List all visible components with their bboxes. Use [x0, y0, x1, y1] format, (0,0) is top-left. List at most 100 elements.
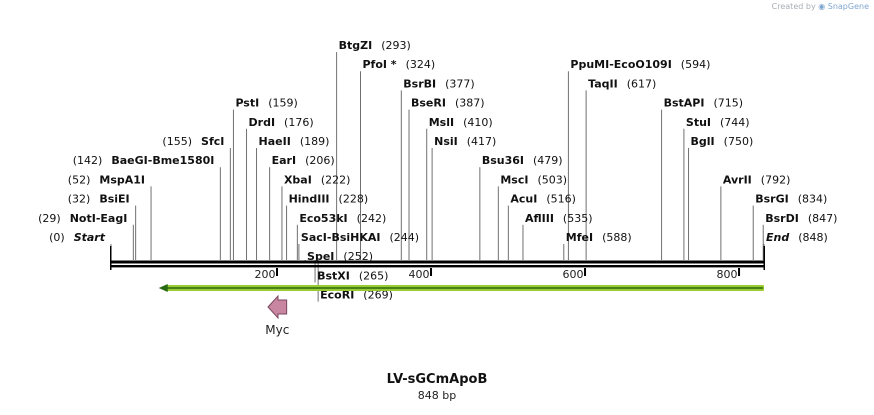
tick-label: 600	[563, 268, 584, 281]
myc-feature-arrow	[267, 294, 288, 320]
site-label: (516) AcuI	[510, 193, 576, 206]
site-label: (535) AflIII	[525, 212, 593, 225]
site-name: PfoI *	[362, 58, 396, 71]
site-label: (0) Start	[49, 231, 106, 244]
site-label: (252) SpeI	[307, 250, 373, 263]
site-label: (222) XbaI	[284, 173, 350, 186]
map-title: LV-sGCmApoB	[386, 372, 488, 387]
site-name: AflIII	[525, 212, 554, 225]
site-name-separator: -	[96, 212, 101, 225]
site-position: (410)	[463, 116, 493, 129]
site-name: EcoRI	[320, 289, 354, 302]
site-label: (52) MspA1I	[68, 173, 145, 186]
site-position: (265)	[359, 269, 389, 282]
site-name: Eco53kI	[299, 212, 347, 225]
site-position: (744)	[720, 116, 750, 129]
site-position: (617)	[627, 77, 657, 90]
site-position: (52)	[68, 173, 91, 186]
site-label: (269) EcoRI	[320, 289, 393, 302]
site-position: (159)	[268, 97, 298, 110]
site-position: (792)	[761, 173, 791, 186]
site-name: StuI	[686, 116, 711, 129]
site-label: (189) HaeII	[259, 135, 330, 148]
site-name: HaeII	[259, 135, 291, 148]
tick-label: 800	[717, 268, 738, 281]
site-position: (142)	[73, 154, 103, 167]
backbone-bottom-strand	[111, 265, 764, 268]
site-label: (834) BsrGI	[755, 193, 827, 206]
site-name: MscI	[500, 173, 528, 186]
site-label: (377) BsrBI	[403, 77, 474, 90]
site-label: (588) MfeI	[566, 231, 632, 244]
site-name: SfcI	[201, 135, 224, 148]
site-name: TaqII	[588, 77, 618, 90]
site-position: (269)	[363, 289, 393, 302]
site-alt-name: EcoO109I	[614, 58, 672, 71]
site-labels: (0) Start (29) NotI - EagI (32) BsiEI (52) MspA…	[38, 39, 837, 302]
site-label: (417) NsiI	[434, 135, 496, 148]
site-label: (206) EarI	[272, 154, 335, 167]
site-label: (142) BaeGI - Bme1580I	[73, 154, 215, 167]
site-name: MslI	[429, 116, 454, 129]
map-length: 848 bp	[417, 389, 457, 402]
site-position: (189)	[300, 135, 330, 148]
site-name: HindIII	[289, 193, 330, 206]
site-position: (29)	[38, 212, 61, 225]
backbone-start-cap	[110, 246, 112, 270]
features: Myc	[158, 284, 764, 337]
site-name: BseRI	[411, 97, 446, 110]
site-label: (744) StuI	[686, 116, 750, 129]
backbone	[110, 246, 765, 270]
site-label: (617) TaqII	[588, 77, 656, 90]
site-label: (242) Eco53kI	[299, 212, 386, 225]
site-name: SpeI	[307, 250, 334, 263]
site-position: (750)	[724, 135, 754, 148]
site-position: (516)	[546, 193, 576, 206]
site-name: BaeGI	[111, 154, 147, 167]
site-lines	[110, 52, 765, 302]
site-alt-name: EagI	[100, 212, 127, 225]
snapgene-logo-icon: ◉	[818, 2, 826, 11]
tick-label: 200	[255, 268, 276, 281]
site-name: MfeI	[566, 231, 593, 244]
site-label: (410) MslI	[429, 116, 493, 129]
site-name: BsrGI	[755, 193, 788, 206]
site-label: (324) PfoI *	[362, 58, 435, 71]
site-position: (228)	[339, 193, 369, 206]
backbone-top-strand	[111, 260, 764, 264]
site-name: Start	[74, 231, 106, 244]
site-name: NsiI	[434, 135, 458, 148]
feature-bar-arrowhead	[158, 284, 168, 292]
site-label: (29) NotI - EagI	[38, 212, 127, 225]
tick-label: 400	[409, 268, 430, 281]
site-label: (159) PstI	[235, 97, 297, 110]
site-position: (0)	[49, 231, 65, 244]
site-label: (176) DrdI	[249, 116, 314, 129]
site-position: (715)	[713, 97, 743, 110]
site-name: MspA1I	[99, 173, 145, 186]
site-name: Bsu36I	[482, 154, 524, 167]
site-name: AvrII	[723, 173, 752, 186]
site-name-separator: -	[148, 154, 153, 167]
tick-mark	[276, 268, 279, 276]
site-label: (848) End	[766, 231, 828, 244]
site-name: End	[766, 231, 789, 244]
site-position: (594)	[681, 58, 711, 71]
site-label: (503) MscI	[500, 173, 567, 186]
tick-mark	[430, 268, 433, 276]
site-position: (32)	[68, 193, 91, 206]
site-name: PstI	[235, 97, 259, 110]
site-name: PpuMI	[570, 58, 609, 71]
site-position: (324)	[406, 58, 436, 71]
site-label: (244) SacI - BsiHKAI	[301, 231, 419, 244]
site-position: (535)	[563, 212, 593, 225]
site-label: (479) Bsu36I	[482, 154, 563, 167]
site-position: (588)	[602, 231, 632, 244]
site-name: BsrBI	[403, 77, 436, 90]
site-position: (377)	[445, 77, 475, 90]
site-name: AcuI	[510, 193, 537, 206]
site-alt-name: Bme1580I	[152, 154, 214, 167]
site-label: (715) BstAPI	[664, 97, 743, 110]
site-label: (155) SfcI	[162, 135, 224, 148]
